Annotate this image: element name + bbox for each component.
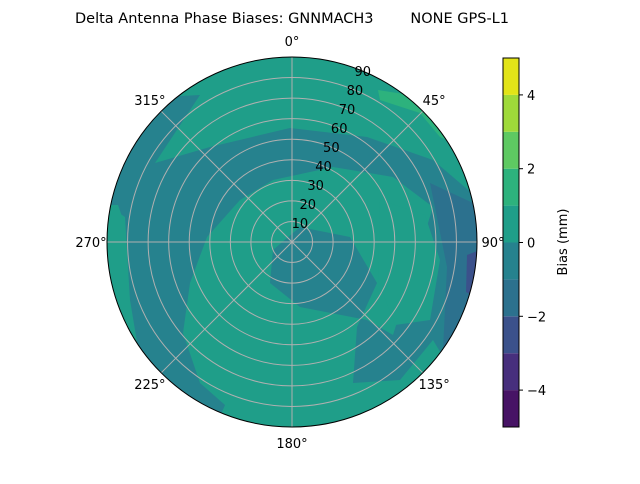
contour-region-0-1-left [107, 205, 125, 290]
colorbar-bin [503, 205, 519, 243]
theta-tick-label: 225° [134, 378, 165, 393]
colorbar-bin [503, 353, 519, 391]
r-tick-label: 50 [323, 141, 340, 156]
theta-tick-label: 180° [276, 437, 307, 452]
colorbar-tick-label: 0 [527, 237, 535, 252]
contour-region-neg1-0 [107, 95, 477, 427]
colorbar-tick-label: −2 [527, 310, 546, 325]
contour-region-0-1-right [378, 200, 440, 325]
r-tick-label: 60 [331, 122, 348, 137]
theta-tick-label: 315° [134, 94, 165, 109]
theta-tick-label: 0° [285, 35, 300, 50]
theta-gridline [160, 110, 293, 243]
theta-gridline [291, 241, 424, 374]
colorbar-bin [503, 168, 519, 206]
theta-gridline [160, 241, 293, 374]
r-tick-label: 80 [347, 84, 364, 99]
theta-tick-label: 270° [75, 236, 106, 251]
chart-title: Delta Antenna Phase Biases: GNNMACH3 NON… [75, 11, 509, 27]
colorbar-bin [503, 390, 519, 427]
colorbar-bin [503, 316, 519, 354]
polar-grid [107, 57, 477, 427]
r-tick-label: 10 [292, 217, 309, 232]
theta-tick-label: 45° [423, 94, 446, 109]
r-tick-label: 20 [299, 198, 316, 213]
theta-tick-label: 135° [418, 378, 449, 393]
colorbar-bin [503, 131, 519, 169]
colorbar-bin [503, 58, 519, 95]
colorbar: −4 −2 0 2 4 [502, 57, 546, 428]
colorbar-label: Bias (mm) [556, 209, 571, 276]
colorbar-bin [503, 242, 519, 280]
r-tick-label: 30 [307, 179, 324, 194]
theta-tick-label: 90° [481, 236, 504, 251]
polar-frame [106, 56, 478, 428]
r-tick-label: 70 [339, 103, 356, 118]
colorbar-tick-label: 2 [527, 163, 535, 178]
contour-region-neg3-neg2 [466, 250, 477, 300]
colorbar-tick-label: 4 [527, 89, 535, 104]
colorbar-bin [503, 279, 519, 317]
theta-gridline [291, 110, 424, 243]
colorbar-bin [503, 94, 519, 132]
r-tick-label: 40 [315, 160, 332, 175]
r-tick-label: 90 [355, 65, 372, 80]
colorbar-tick-label: −4 [527, 384, 546, 399]
